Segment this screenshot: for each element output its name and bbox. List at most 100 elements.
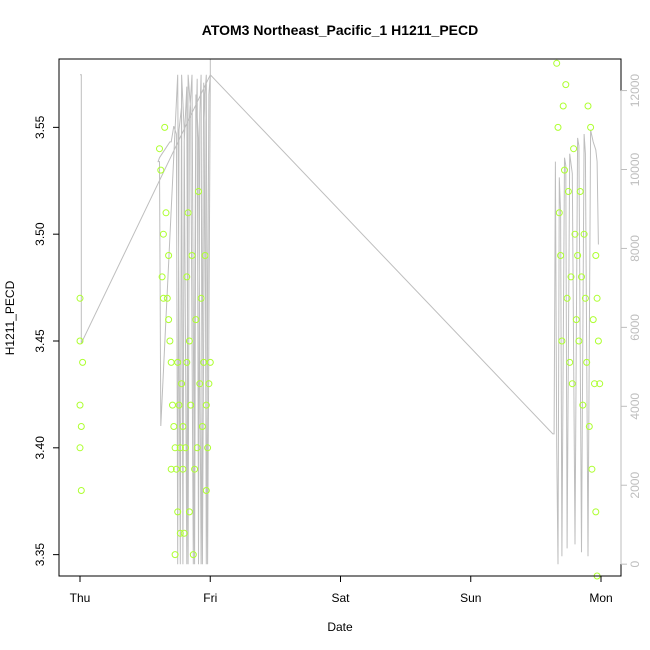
data-point xyxy=(193,444,201,452)
data-point xyxy=(171,551,179,559)
y-tick-label: 3.50 xyxy=(33,222,47,246)
y-tick-label: 3.40 xyxy=(33,436,47,460)
data-point xyxy=(178,380,186,388)
y-tick-label: 3.55 xyxy=(33,115,47,139)
data-point xyxy=(563,294,571,302)
data-point xyxy=(197,294,205,302)
data-point xyxy=(205,380,213,388)
data-point xyxy=(575,337,583,345)
data-point xyxy=(185,337,193,345)
data-point xyxy=(163,294,171,302)
data-point xyxy=(175,401,183,409)
y-tick-label: 3.45 xyxy=(33,329,47,353)
data-point xyxy=(159,294,167,302)
data-point xyxy=(158,273,166,281)
data-point xyxy=(559,102,567,110)
data-point xyxy=(167,465,175,473)
data-point xyxy=(179,465,187,473)
data-point xyxy=(79,358,87,366)
data-point xyxy=(554,123,562,131)
data-point xyxy=(557,252,565,259)
data-point xyxy=(585,423,593,430)
data-point xyxy=(578,273,585,281)
right-y-tick-label: 0 xyxy=(628,561,642,568)
right-y-tick-label: 4000 xyxy=(628,393,642,420)
data-point xyxy=(156,145,163,153)
data-point xyxy=(571,230,579,238)
data-point xyxy=(180,529,188,537)
data-point xyxy=(162,209,170,217)
y-axis: 3.35 3.40 3.45 3.50 3.55 xyxy=(33,115,60,566)
y-axis-label: H1211_PECD xyxy=(3,280,17,355)
data-point xyxy=(592,508,600,516)
data-point xyxy=(204,444,212,452)
data-point xyxy=(202,487,210,494)
chart-title: ATOM3 Northeast_Pacific_1 H1211_PECD xyxy=(202,22,479,38)
data-point xyxy=(202,401,210,409)
data-point xyxy=(183,273,191,281)
data-point xyxy=(165,252,173,259)
data-point xyxy=(588,465,596,473)
data-point xyxy=(159,230,167,238)
data-point xyxy=(574,252,582,259)
data-point xyxy=(196,380,204,388)
data-point xyxy=(174,358,182,366)
data-point xyxy=(555,209,563,217)
data-point xyxy=(183,358,191,366)
data-point xyxy=(596,380,604,388)
data-point xyxy=(184,209,192,217)
data-point xyxy=(198,423,206,430)
data-point xyxy=(580,230,588,238)
plot-area xyxy=(76,59,604,580)
data-point xyxy=(76,294,84,302)
data-point xyxy=(568,380,576,388)
data-point xyxy=(76,444,84,452)
x-tick-label: Sun xyxy=(460,591,481,605)
data-point xyxy=(201,252,209,259)
data-point xyxy=(584,102,592,110)
data-point xyxy=(161,123,169,131)
right-y-tick-label: 10000 xyxy=(628,152,642,186)
data-point xyxy=(570,145,578,153)
right-y-tick-label: 8000 xyxy=(628,235,642,262)
data-point xyxy=(76,337,84,345)
right-y-tick-label: 12000 xyxy=(628,74,642,108)
data-point xyxy=(176,444,184,452)
data-point xyxy=(581,294,589,302)
right-y-tick-label: 6000 xyxy=(628,314,642,341)
data-point xyxy=(187,401,195,409)
data-point xyxy=(176,529,184,537)
data-point xyxy=(583,358,591,366)
data-point xyxy=(171,444,179,452)
data-point xyxy=(594,337,602,345)
x-tick-label: Mon xyxy=(589,591,612,605)
data-point xyxy=(564,188,572,195)
data-point xyxy=(77,487,85,494)
data-point xyxy=(576,188,584,195)
x-axis: Thu Fri Sat Sun Mon xyxy=(70,575,613,605)
series-line-0 xyxy=(80,59,599,565)
data-point xyxy=(593,294,601,302)
data-point xyxy=(76,401,84,409)
data-point xyxy=(206,358,214,366)
data-point xyxy=(174,508,182,516)
data-point xyxy=(200,358,208,366)
data-point xyxy=(182,444,189,452)
data-point xyxy=(77,423,85,430)
data-point xyxy=(567,273,575,281)
data-point xyxy=(185,508,193,516)
data-point xyxy=(165,316,173,324)
data-point xyxy=(592,252,600,259)
data-point xyxy=(195,188,202,195)
data-point xyxy=(562,81,570,89)
data-point xyxy=(591,380,598,388)
data-point xyxy=(192,316,200,324)
data-point xyxy=(572,316,580,324)
right-y-axis: 0 2000 4000 6000 8000 10000 12000 xyxy=(620,74,642,568)
data-point xyxy=(191,465,199,473)
data-point xyxy=(587,123,595,131)
data-point xyxy=(589,316,597,324)
data-point xyxy=(157,166,165,174)
